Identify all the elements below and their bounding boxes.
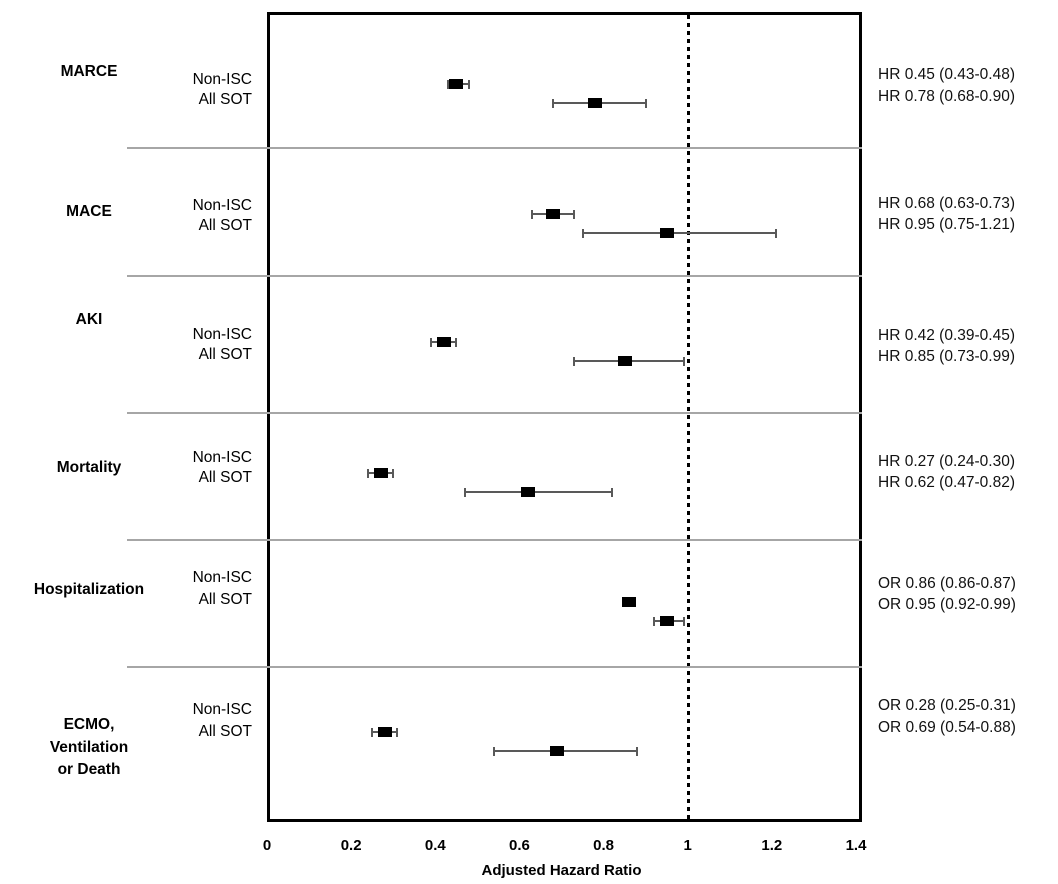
point-marker xyxy=(659,228,674,238)
group-label: Non-ISC xyxy=(192,326,252,343)
point-marker xyxy=(546,209,561,219)
estimate-label: OR 0.86 (0.86-0.87) xyxy=(878,574,1016,592)
plot-frame xyxy=(267,12,862,822)
section-separator xyxy=(127,412,862,414)
section-separator xyxy=(127,147,862,149)
x-axis-tick-label: 1 xyxy=(683,837,692,854)
x-axis-tick-label: 0.4 xyxy=(424,837,446,854)
point-marker xyxy=(373,468,388,478)
group-label: Non-ISC xyxy=(192,71,252,88)
point-marker xyxy=(449,79,464,89)
group-label: Non-ISC xyxy=(192,569,252,586)
ci-cap xyxy=(573,209,576,219)
ci-cap xyxy=(552,98,555,108)
estimate-label: HR 0.42 (0.39-0.45) xyxy=(878,326,1015,344)
x-axis-tick-label: 0.6 xyxy=(508,837,530,854)
ci-cap xyxy=(682,356,685,366)
x-axis-tick-label: 1.2 xyxy=(761,837,783,854)
x-axis-tick-label: 0 xyxy=(262,837,272,854)
ci-cap xyxy=(636,746,639,756)
estimate-label: HR 0.62 (0.47-0.82) xyxy=(878,473,1015,491)
ci-cap xyxy=(653,616,656,626)
section-separator xyxy=(127,666,862,668)
x-axis-tick-label: 1.4 xyxy=(845,837,867,854)
ci-cap xyxy=(644,98,647,108)
ci-cap xyxy=(775,228,778,238)
point-marker xyxy=(588,98,603,108)
estimate-label: OR 0.69 (0.54-0.88) xyxy=(878,718,1016,736)
ci-cap xyxy=(371,727,374,737)
ci-cap xyxy=(531,209,534,219)
x-axis-tick-label: 0.8 xyxy=(593,837,614,854)
section-separator xyxy=(127,275,862,277)
ci-cap xyxy=(467,79,470,89)
estimate-label: HR 0.45 (0.43-0.48) xyxy=(878,65,1015,83)
point-marker xyxy=(520,487,535,497)
reference-line xyxy=(686,15,690,819)
ci-cap xyxy=(366,468,369,478)
ci-cap xyxy=(463,487,466,497)
group-label: Non-ISC xyxy=(192,197,252,214)
group-label: Non-ISC xyxy=(192,449,252,466)
ci-cap xyxy=(446,79,449,89)
ci-line xyxy=(582,232,777,234)
outcome-label: AKI xyxy=(75,310,103,328)
outcome-label: Mortality xyxy=(56,458,122,476)
ci-line xyxy=(464,491,612,493)
estimate-label: HR 0.95 (0.75-1.21) xyxy=(878,215,1015,233)
group-label: All SOT xyxy=(198,591,252,608)
ci-cap xyxy=(392,468,395,478)
ci-cap xyxy=(493,746,496,756)
outcome-label: MARCE xyxy=(60,62,118,80)
ci-cap xyxy=(573,356,576,366)
point-marker xyxy=(436,337,451,347)
section-separator xyxy=(127,539,862,541)
group-label: All SOT xyxy=(198,91,252,108)
estimate-label: OR 0.28 (0.25-0.31) xyxy=(878,696,1016,714)
estimate-label: HR 0.85 (0.73-0.99) xyxy=(878,347,1015,365)
point-marker xyxy=(621,597,636,607)
outcome-label: Hospitalization xyxy=(33,580,145,598)
group-label: All SOT xyxy=(198,346,252,363)
estimate-label: HR 0.68 (0.63-0.73) xyxy=(878,194,1015,212)
x-axis-title: Adjusted Hazard Ratio xyxy=(481,862,642,879)
ci-cap xyxy=(430,337,433,347)
ci-cap xyxy=(581,228,584,238)
ci-cap xyxy=(610,487,613,497)
group-label: All SOT xyxy=(198,723,252,740)
group-label: Non-ISC xyxy=(192,701,252,718)
point-marker xyxy=(550,746,565,756)
outcome-label: MACE xyxy=(66,202,112,220)
ci-cap xyxy=(455,337,458,347)
point-marker xyxy=(659,616,674,626)
ci-cap xyxy=(396,727,399,737)
point-marker xyxy=(377,727,392,737)
ci-line xyxy=(494,750,638,752)
ci-cap xyxy=(682,616,685,626)
x-axis-tick-label: 0.2 xyxy=(340,837,362,854)
group-label: All SOT xyxy=(198,217,252,234)
estimate-label: HR 0.27 (0.24-0.30) xyxy=(878,452,1015,470)
group-label: All SOT xyxy=(198,469,252,486)
point-marker xyxy=(617,356,632,366)
estimate-label: OR 0.95 (0.92-0.99) xyxy=(878,595,1016,613)
estimate-label: HR 0.78 (0.68-0.90) xyxy=(878,87,1015,105)
outcome-label: ECMO, Ventilation or Death xyxy=(49,716,129,779)
